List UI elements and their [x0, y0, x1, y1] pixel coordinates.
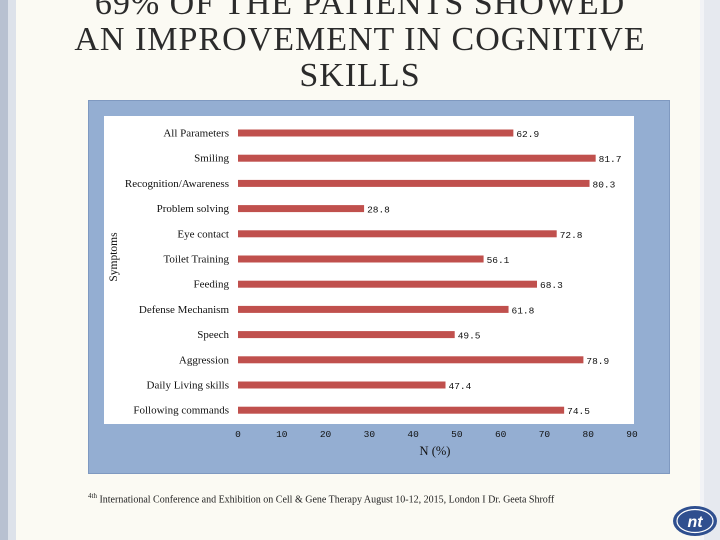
category-label-7: Defense Mechanism [139, 304, 230, 316]
value-label-2: 80.3 [593, 179, 616, 190]
bar-2 [238, 179, 590, 187]
x-tick-label-9: 90 [626, 429, 638, 440]
value-label-3: 28.8 [367, 205, 390, 216]
category-label-0: All Parameters [163, 128, 229, 140]
bar-6 [238, 280, 538, 288]
bar-0 [238, 129, 514, 137]
footer-text: International Conference and Exhibition … [96, 494, 555, 506]
x-axis-title: N (%) [420, 444, 451, 458]
value-label-11: 74.5 [567, 406, 590, 417]
bar-3 [238, 205, 365, 213]
left-decor-stripe-light [8, 0, 16, 540]
x-tick-label-5: 50 [451, 429, 463, 440]
bar-9 [238, 356, 584, 364]
category-label-4: Eye contact [177, 228, 229, 240]
bar-7 [238, 305, 509, 313]
x-tick-label-7: 70 [539, 429, 551, 440]
value-label-9: 78.9 [586, 356, 609, 367]
category-label-9: Aggression [179, 354, 230, 366]
slide-title-line-1: 69% OF THE PATIENTS SHOWED [94, 0, 626, 22]
x-tick-label-0: 0 [235, 429, 241, 440]
value-label-4: 72.8 [560, 230, 583, 241]
logo-text: nt [687, 514, 703, 531]
category-label-10: Daily Living skills [147, 380, 230, 392]
x-tick-label-4: 40 [407, 429, 419, 440]
bar-8 [238, 331, 455, 339]
category-label-11: Following commands [133, 405, 229, 417]
right-decor-strip [704, 0, 720, 540]
x-tick-label-8: 80 [583, 429, 595, 440]
x-tick-label-2: 20 [320, 429, 332, 440]
footer-citation: 4th International Conference and Exhibit… [88, 492, 688, 505]
x-tick-label-6: 60 [495, 429, 507, 440]
value-label-8: 49.5 [458, 331, 481, 342]
bar-5 [238, 255, 484, 263]
footer-superscript: 4th [88, 492, 97, 500]
value-label-6: 68.3 [540, 280, 563, 291]
value-label-5: 56.1 [487, 255, 510, 266]
chart-plot-background [104, 116, 634, 424]
bar-1 [238, 154, 596, 162]
slide-title-line-2: AN IMPROVEMENT IN COGNITIVE [74, 21, 646, 58]
slide-title: 69% OF THE PATIENTS SHOWED AN IMPROVEMEN… [30, 0, 690, 94]
category-label-6: Feeding [194, 279, 230, 291]
nt-logo-icon: nt [673, 506, 717, 536]
value-label-10: 47.4 [449, 381, 472, 392]
value-label-7: 61.8 [512, 305, 535, 316]
left-decor-stripe [0, 0, 8, 540]
value-label-0: 62.9 [516, 129, 539, 140]
category-label-3: Problem solving [157, 203, 230, 215]
bar-11 [238, 406, 565, 414]
category-label-1: Smiling [194, 153, 229, 165]
category-label-2: Recognition/Awareness [125, 178, 229, 190]
y-axis-title: Symptoms [108, 232, 120, 282]
right-decor-frame [700, 0, 704, 540]
bar-10 [238, 381, 446, 389]
value-label-1: 81.7 [599, 154, 622, 165]
slide-title-line-3: SKILLS [299, 57, 421, 94]
category-label-5: Toilet Training [163, 254, 229, 266]
x-tick-label-3: 30 [364, 429, 376, 440]
category-label-8: Speech [197, 329, 229, 341]
x-tick-label-1: 10 [276, 429, 288, 440]
bar-4 [238, 230, 557, 238]
